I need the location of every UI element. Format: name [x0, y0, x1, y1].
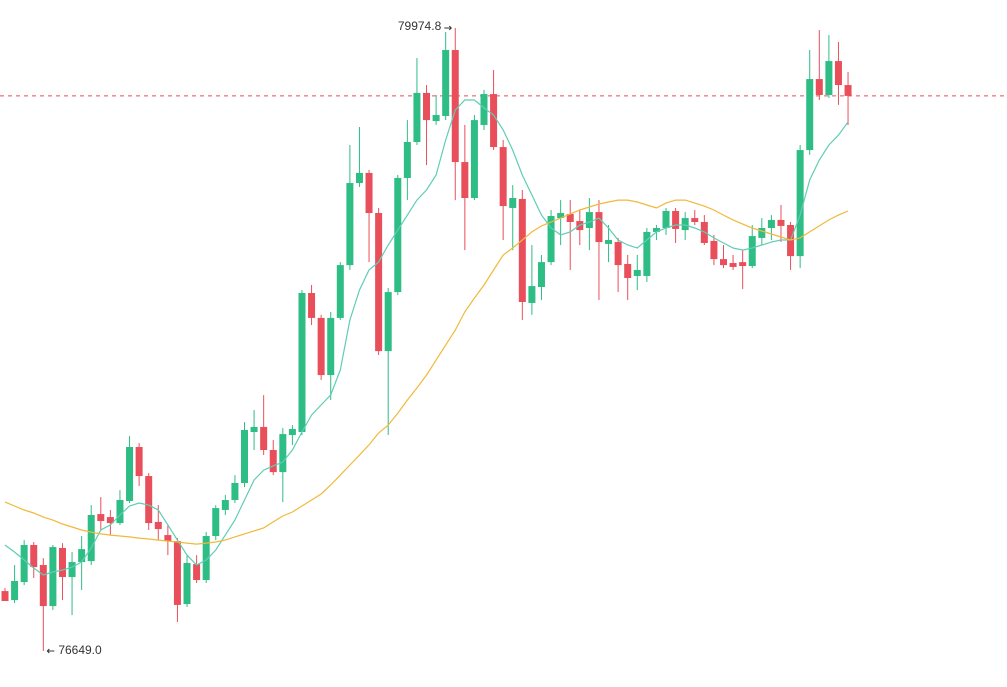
candle-body [384, 292, 392, 352]
candle-body [87, 515, 95, 562]
candle-body [825, 61, 833, 95]
candle-body [547, 216, 555, 263]
candle-body [20, 544, 28, 583]
candle-body [49, 547, 57, 607]
candle-body [451, 50, 459, 163]
candle-body [528, 286, 536, 303]
min-arrow [46, 648, 55, 654]
candle-body [681, 218, 689, 231]
candle-body [135, 447, 143, 477]
candle-body [154, 521, 162, 530]
candle-body [30, 544, 38, 568]
candle-body [58, 547, 66, 578]
candle-body [739, 262, 747, 267]
candle-body [164, 535, 172, 542]
ma-line [4, 99, 849, 576]
candle-body [672, 210, 680, 229]
candle-body [212, 508, 220, 536]
candle-body [403, 142, 411, 178]
candle-body [470, 120, 478, 199]
candle-body [729, 263, 737, 267]
max-label: 79974.8 [398, 19, 442, 33]
candle-body [643, 231, 651, 276]
candle-body [269, 450, 277, 473]
candle-body [375, 213, 383, 352]
candle-body [432, 115, 440, 122]
candle-body [595, 212, 603, 243]
max-arrow [444, 25, 452, 31]
candle-body [480, 94, 488, 125]
candle-body [758, 228, 766, 238]
candle-body [308, 293, 316, 318]
candle-body [633, 269, 641, 276]
candle-body [806, 79, 814, 151]
candle-body [231, 482, 239, 501]
candle-body [336, 265, 344, 318]
candle-body [39, 565, 47, 607]
candle-body [413, 92, 421, 143]
min-label: 76649.0 [58, 643, 102, 657]
candle-body [720, 259, 727, 266]
candle-body [250, 426, 258, 433]
candle-body [288, 429, 296, 436]
candle-body [537, 262, 545, 288]
candle-body [652, 228, 660, 232]
candle-body [394, 177, 402, 293]
candle-body [241, 429, 248, 483]
candle-body [844, 85, 852, 96]
candle-body [97, 514, 105, 522]
candle-body [260, 426, 268, 451]
candle-body [605, 239, 613, 244]
candle-body [346, 183, 354, 266]
candle-body [461, 162, 469, 199]
candle-body [509, 198, 517, 208]
candle-body [221, 500, 229, 510]
candle-body [193, 564, 201, 581]
candle-body [68, 562, 76, 578]
candle-body [691, 218, 699, 223]
candle-body [614, 242, 622, 266]
candle-body [796, 150, 804, 257]
candle-body [499, 147, 507, 207]
candle-body [317, 317, 325, 376]
candle-body [327, 317, 335, 376]
candle-body [173, 541, 181, 605]
candle-body [557, 213, 565, 219]
candle-body [585, 212, 593, 229]
candle-body [365, 172, 373, 214]
candle-body [1, 591, 9, 602]
candle-body [116, 500, 124, 524]
candle-body [662, 210, 670, 229]
candle-body [518, 198, 526, 303]
candle-body [442, 50, 450, 116]
candle-body [710, 240, 718, 260]
candle-body [126, 447, 134, 501]
candle-body [106, 517, 114, 524]
candle-body [11, 580, 19, 601]
candle-body [355, 172, 363, 184]
candle-body [298, 293, 306, 433]
candle-body [777, 219, 785, 226]
ma-line [4, 199, 849, 545]
candle-body [490, 94, 498, 148]
candle-body [202, 535, 210, 581]
candle-body [423, 92, 431, 121]
candle-body [279, 434, 287, 473]
candle-body [815, 79, 823, 95]
candle-body [767, 219, 775, 229]
candle-body [566, 213, 574, 223]
candle-body [183, 562, 191, 605]
candle-body [624, 263, 632, 279]
candle-body [78, 549, 86, 563]
candle-body [748, 236, 756, 267]
candle-body [834, 61, 842, 86]
candle-body [145, 476, 153, 524]
